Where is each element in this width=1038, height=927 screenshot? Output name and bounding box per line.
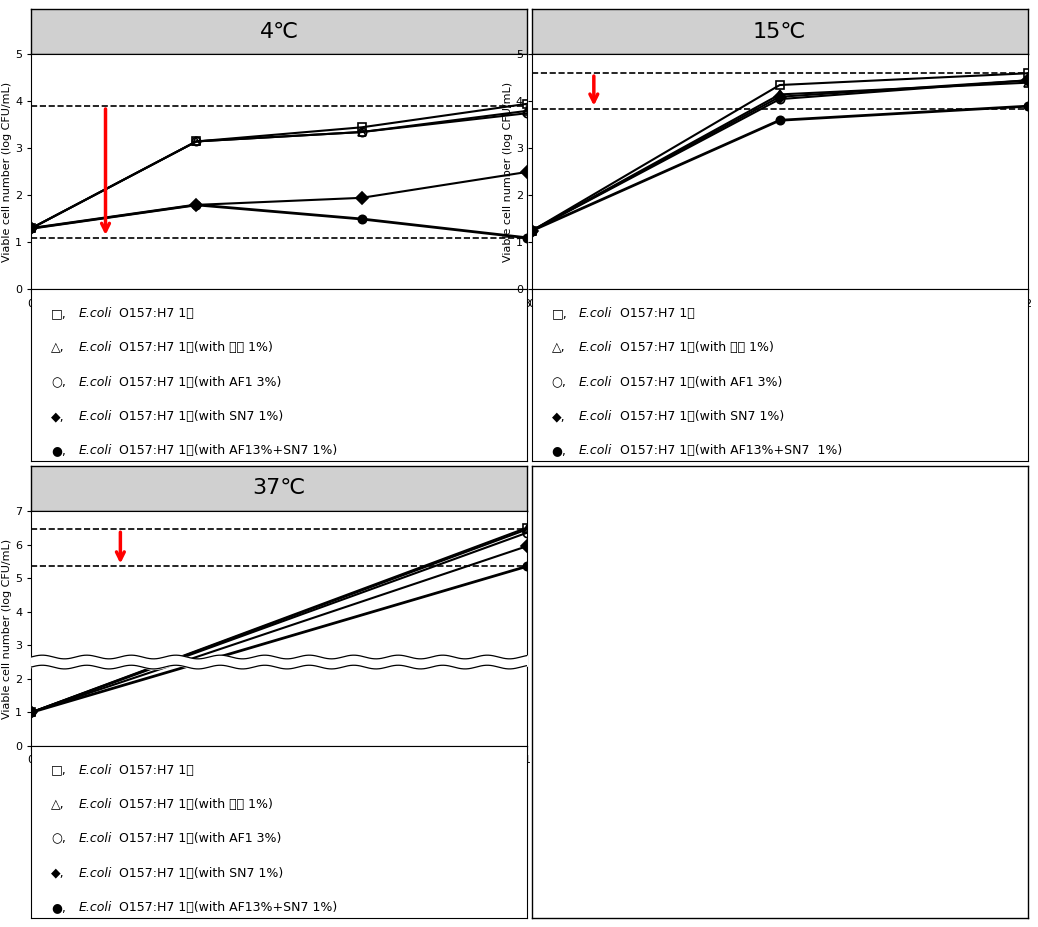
Text: ○,: ○, xyxy=(51,375,65,388)
Text: O157:H7 1승(with AF1 3%): O157:H7 1승(with AF1 3%) xyxy=(115,832,281,845)
Text: E.coli: E.coli xyxy=(78,901,112,914)
Text: E.coli: E.coli xyxy=(78,410,112,423)
Text: O157:H7 1승(with 주정 1%): O157:H7 1승(with 주정 1%) xyxy=(115,798,273,811)
Text: △,: △, xyxy=(51,798,64,811)
Text: E.coli: E.coli xyxy=(78,341,112,354)
Text: □,: □, xyxy=(51,307,66,320)
Text: O157:H7 1승(with SN7 1%): O157:H7 1승(with SN7 1%) xyxy=(617,410,785,423)
Y-axis label: Viable cell number (log CFU/mL): Viable cell number (log CFU/mL) xyxy=(2,539,12,718)
Text: O157:H7 1승: O157:H7 1승 xyxy=(115,764,194,777)
Text: E.coli: E.coli xyxy=(579,375,612,388)
Text: E.coli: E.coli xyxy=(579,444,612,457)
Text: △,: △, xyxy=(51,341,64,354)
Text: ●,: ●, xyxy=(551,444,567,457)
Text: E.coli: E.coli xyxy=(579,341,612,354)
Text: ●,: ●, xyxy=(51,444,65,457)
Text: O157:H7 1승(with AF13%+SN7 1%): O157:H7 1승(with AF13%+SN7 1%) xyxy=(115,444,337,457)
Y-axis label: Viable cell number (log CFU/mL): Viable cell number (log CFU/mL) xyxy=(503,82,513,262)
Text: ◆,: ◆, xyxy=(51,867,64,880)
Text: O157:H7 1승(with AF13%+SN7  1%): O157:H7 1승(with AF13%+SN7 1%) xyxy=(617,444,843,457)
Text: O157:H7 1승(with 주정 1%): O157:H7 1승(with 주정 1%) xyxy=(115,341,273,354)
Text: 15℃: 15℃ xyxy=(753,22,807,42)
Text: E.coli: E.coli xyxy=(78,444,112,457)
Text: E.coli: E.coli xyxy=(78,375,112,388)
Text: O157:H7 1승: O157:H7 1승 xyxy=(115,307,194,320)
Text: ◆,: ◆, xyxy=(551,410,566,423)
Text: □,: □, xyxy=(51,764,66,777)
Text: E.coli: E.coli xyxy=(78,764,112,777)
Text: O157:H7 1승(with 주정 1%): O157:H7 1승(with 주정 1%) xyxy=(617,341,774,354)
Text: O157:H7 1승(with AF1 3%): O157:H7 1승(with AF1 3%) xyxy=(617,375,783,388)
Text: E.coli: E.coli xyxy=(78,832,112,845)
Text: ●,: ●, xyxy=(51,901,65,914)
Text: O157:H7 1승(with AF13%+SN7 1%): O157:H7 1승(with AF13%+SN7 1%) xyxy=(115,901,337,914)
Text: O157:H7 1승(with AF1 3%): O157:H7 1승(with AF1 3%) xyxy=(115,375,281,388)
Text: E.coli: E.coli xyxy=(579,307,612,320)
Text: O157:H7 1승(with SN7 1%): O157:H7 1승(with SN7 1%) xyxy=(115,867,283,880)
Text: 37℃: 37℃ xyxy=(252,478,305,499)
X-axis label: Time (day): Time (day) xyxy=(249,311,309,322)
Text: ○,: ○, xyxy=(51,832,65,845)
Text: 4℃: 4℃ xyxy=(260,22,299,42)
Text: E.coli: E.coli xyxy=(78,798,112,811)
X-axis label: Time (day): Time (day) xyxy=(749,311,810,322)
Text: E.coli: E.coli xyxy=(78,307,112,320)
Text: E.coli: E.coli xyxy=(579,410,612,423)
Text: E.coli: E.coli xyxy=(78,867,112,880)
Text: ○,: ○, xyxy=(551,375,567,388)
Text: △,: △, xyxy=(551,341,566,354)
Text: O157:H7 1승: O157:H7 1승 xyxy=(617,307,694,320)
X-axis label: Time (day): Time (day) xyxy=(249,768,309,778)
Text: ◆,: ◆, xyxy=(51,410,64,423)
Text: □,: □, xyxy=(551,307,568,320)
Text: O157:H7 1승(with SN7 1%): O157:H7 1승(with SN7 1%) xyxy=(115,410,283,423)
Y-axis label: Viable cell number (log CFU/mL): Viable cell number (log CFU/mL) xyxy=(2,82,12,262)
